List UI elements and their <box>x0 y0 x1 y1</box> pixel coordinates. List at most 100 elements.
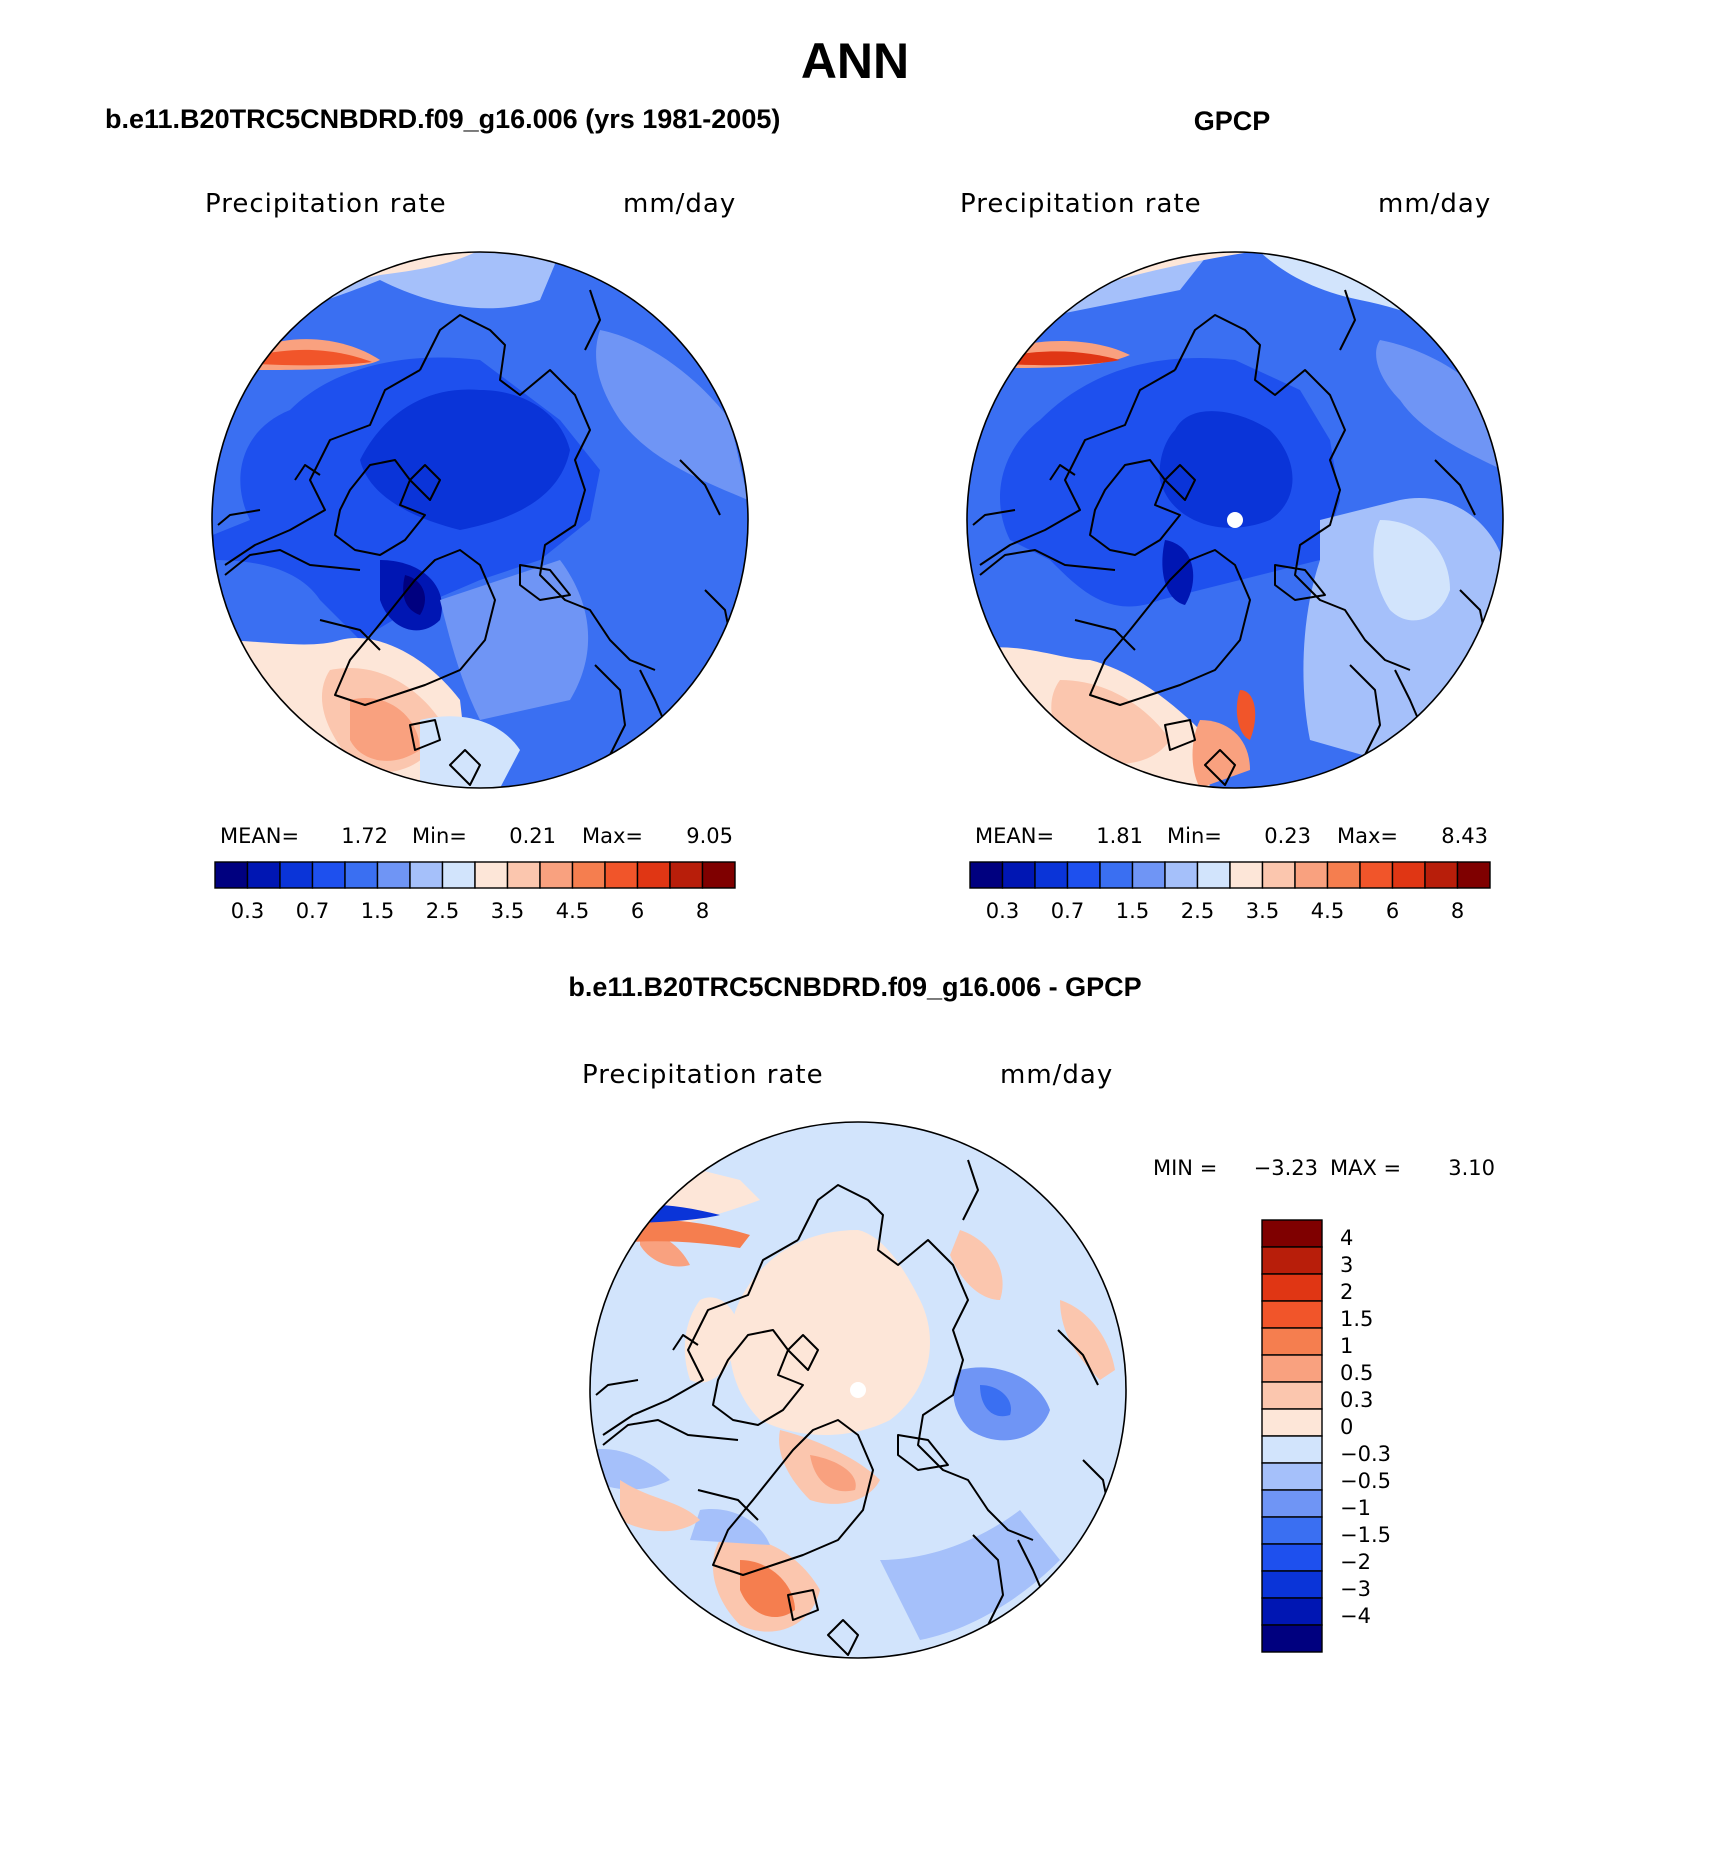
diff-units-label: mm/day <box>1000 1060 1113 1090</box>
obs-colorbar-swatch <box>1294 861 1329 889</box>
obs-colorbar-swatch <box>1196 861 1231 889</box>
model-colorbar-swatch <box>669 861 704 889</box>
obs-colorbar-tick-label: 0.3 <box>986 899 1019 923</box>
obs-min-value: 0.23 <box>1264 824 1311 848</box>
diff-colorbar-tick-label: −4 <box>1340 1604 1371 1628</box>
diff-pole-hole-marker <box>850 1382 866 1398</box>
obs-colorbar-swatch <box>1066 861 1101 889</box>
model-colorbar-swatch <box>279 861 314 889</box>
diff-colorbar: 4 3 2 1.5 1 0.5 0.3 0 −0.3 −0.5 −1 −1.5 −2 −3 −4 <box>1261 1219 1391 1653</box>
model-stats: MEAN= 1.72 Min= 0.21 Max= 9.05 <box>220 824 733 848</box>
obs-colorbar-swatch <box>1001 861 1036 889</box>
obs-max-value: 8.43 <box>1441 824 1488 848</box>
model-field-label: Precipitation rate <box>205 189 447 219</box>
obs-colorbar-swatch <box>1326 861 1361 889</box>
obs-colorbar-tick-label: 3.5 <box>1246 899 1279 923</box>
model-colorbar-tick-label: 8 <box>696 899 709 923</box>
diff-panel-title: b.e11.B20TRC5CNBDRD.f09_g16.006 - GPCP <box>568 972 1141 1002</box>
model-max-value: 9.05 <box>686 824 733 848</box>
model-max-label: Max= <box>582 824 643 848</box>
diff-colorbar-swatch <box>1261 1570 1323 1599</box>
model-mean-label: MEAN= <box>220 824 299 848</box>
diff-colorbar-tick-label: −3 <box>1340 1577 1371 1601</box>
model-colorbar-swatch <box>539 861 574 889</box>
model-colorbar-swatch <box>474 861 509 889</box>
pole-hole-marker <box>1227 512 1243 528</box>
model-min-label: Min= <box>412 824 467 848</box>
obs-colorbar-swatch <box>969 861 1004 889</box>
model-colorbar-swatch <box>376 861 411 889</box>
obs-colorbar-tick-label: 8 <box>1451 899 1464 923</box>
obs-panel: Precipitation rate mm/day <box>960 189 1504 923</box>
diff-colorbar-swatch <box>1261 1597 1323 1626</box>
diff-colorbar-tick-label: 1 <box>1340 1334 1353 1358</box>
model-colorbar-tick-label: 0.7 <box>296 899 329 923</box>
model-colorbar-tick-label: 3.5 <box>491 899 524 923</box>
diff-polar-map <box>589 1121 1127 1659</box>
diff-colorbar-tick-label: 4 <box>1340 1226 1353 1250</box>
obs-colorbar-tick-label: 4.5 <box>1311 899 1344 923</box>
obs-colorbar-swatch <box>1359 861 1394 889</box>
obs-colorbar-swatch <box>1391 861 1426 889</box>
model-panel-title: b.e11.B20TRC5CNBDRD.f09_g16.006 (yrs 198… <box>105 104 780 134</box>
obs-max-label: Max= <box>1337 824 1398 848</box>
obs-colorbar-swatch <box>1131 861 1166 889</box>
model-colorbar-swatch <box>246 861 281 889</box>
diff-colorbar-swatch <box>1261 1516 1323 1545</box>
diff-colorbar-tick-label: 2 <box>1340 1280 1353 1304</box>
model-colorbar-tick-label: 6 <box>631 899 644 923</box>
diff-colorbar-swatch <box>1261 1381 1323 1410</box>
diff-colorbar-tick-label: −0.3 <box>1340 1442 1391 1466</box>
model-colorbar-swatch <box>604 861 639 889</box>
model-min-value: 0.21 <box>509 824 556 848</box>
model-colorbar-swatch <box>701 861 736 889</box>
model-polar-map <box>211 251 749 789</box>
diff-colorbar-tick-label: 1.5 <box>1340 1307 1373 1331</box>
diff-colorbar-tick-label: 0.3 <box>1340 1388 1373 1412</box>
model-colorbar-swatch <box>311 861 346 889</box>
model-colorbar-swatch <box>214 861 249 889</box>
diff-colorbar-swatch <box>1261 1408 1323 1437</box>
diff-min-label: MIN = <box>1153 1156 1217 1180</box>
obs-mean-value: 1.81 <box>1096 824 1143 848</box>
obs-colorbar-swatch <box>1424 861 1459 889</box>
obs-mean-label: MEAN= <box>975 824 1054 848</box>
diff-colorbar-tick-label: −2 <box>1340 1550 1371 1574</box>
model-colorbar-swatch <box>409 861 444 889</box>
model-colorbar-tick-label: 1.5 <box>361 899 394 923</box>
obs-colorbar-tick-label: 1.5 <box>1116 899 1149 923</box>
obs-colorbar-swatch <box>1456 861 1491 889</box>
diff-colorbar-swatch <box>1261 1489 1323 1518</box>
diff-max-label: MAX = <box>1330 1156 1401 1180</box>
diff-colorbar-swatch <box>1261 1273 1323 1302</box>
obs-field-label: Precipitation rate <box>960 189 1202 219</box>
diff-max-value: 3.10 <box>1448 1156 1495 1180</box>
obs-colorbar-swatch <box>1034 861 1069 889</box>
obs-colorbar-swatch <box>1164 861 1199 889</box>
diff-colorbar-swatch <box>1261 1246 1323 1275</box>
model-colorbar-tick-label: 0.3 <box>231 899 264 923</box>
model-colorbar-swatch <box>571 861 606 889</box>
model-colorbar-tick-label: 4.5 <box>556 899 589 923</box>
obs-panel-title: GPCP <box>1194 106 1271 136</box>
model-colorbar-swatch <box>636 861 671 889</box>
obs-colorbar-tick-label: 6 <box>1386 899 1399 923</box>
diff-colorbar-tick-label: −1 <box>1340 1496 1371 1520</box>
obs-polar-map <box>966 251 1504 789</box>
obs-colorbar-swatch <box>1261 861 1296 889</box>
obs-colorbar-swatch <box>1099 861 1134 889</box>
diff-colorbar-swatch <box>1261 1435 1323 1464</box>
diff-min-value: −3.23 <box>1254 1156 1318 1180</box>
model-mean-value: 1.72 <box>341 824 388 848</box>
diff-colorbar-tick-label: −1.5 <box>1340 1523 1391 1547</box>
diff-colorbar-swatch <box>1261 1300 1323 1329</box>
obs-colorbar-tick-label: 0.7 <box>1051 899 1084 923</box>
obs-colorbar-swatch <box>1229 861 1264 889</box>
model-colorbar-swatch <box>344 861 379 889</box>
diff-colorbar-swatch <box>1261 1219 1323 1248</box>
diff-colorbar-tick-label: 0 <box>1340 1415 1353 1439</box>
model-panel: Precipitation rate mm/day <box>205 189 749 923</box>
diff-colorbar-tick-label: 3 <box>1340 1253 1353 1277</box>
model-colorbar-swatch <box>441 861 476 889</box>
